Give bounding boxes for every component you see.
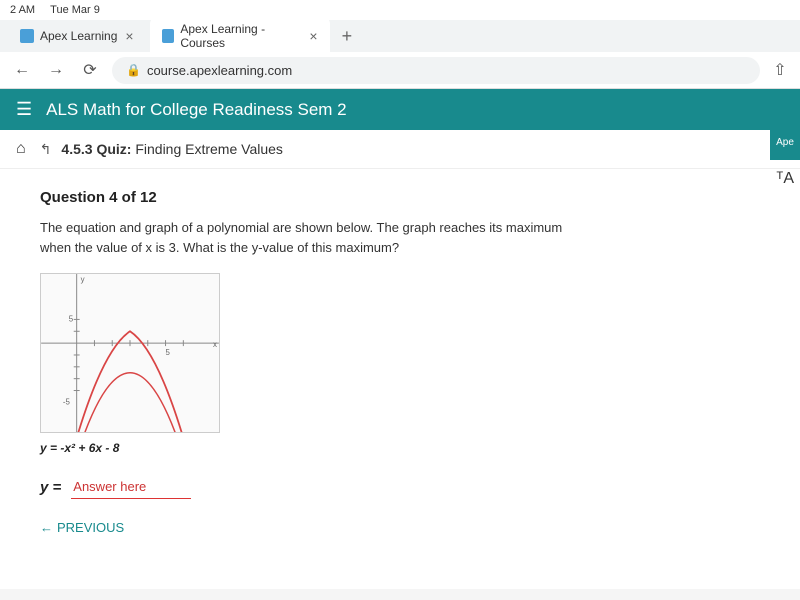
menu-icon[interactable]: ☰ (16, 99, 32, 120)
equation-text: y = -x² + 6x - 8 (40, 441, 760, 455)
svg-text:5: 5 (69, 314, 74, 323)
svg-text:y: y (81, 275, 85, 284)
address-row: ← → ⟳ 🔒 course.apexlearning.com ⇧ (0, 52, 800, 88)
address-bar[interactable]: 🔒 course.apexlearning.com (112, 57, 760, 84)
previous-label: PREVIOUS (57, 520, 124, 535)
tab-label: Apex Learning (40, 29, 117, 43)
status-time: 2 AM (10, 4, 35, 16)
quiz-header: ⌂ ↰ 4.5.3 Quiz: Finding Extreme Values (0, 130, 800, 169)
content-area: Question 4 of 12 The equation and graph … (0, 169, 800, 589)
forward-button[interactable]: → (44, 58, 68, 82)
quiz-section: 4.5.3 (61, 141, 92, 157)
home-icon[interactable]: ⌂ (16, 140, 26, 158)
chevron-left-icon: ← (40, 520, 53, 535)
status-bar: 2 AM Tue Mar 9 (0, 0, 800, 20)
polynomial-graph: 5 5 -5 x y (40, 273, 220, 433)
browser-chrome: Apex Learning × Apex Learning - Courses … (0, 20, 800, 89)
svg-text:-5: -5 (63, 397, 71, 406)
quiz-name: Finding Extreme Values (135, 141, 283, 157)
quiz-title: 4.5.3 Quiz: Finding Extreme Values (61, 141, 283, 157)
apex-label: Ape (776, 137, 794, 148)
parabola-curve (59, 373, 201, 432)
apex-side-tab[interactable]: Ape (770, 124, 800, 160)
svg-text:5: 5 (166, 348, 171, 357)
question-number: Question 4 of 12 (40, 189, 760, 206)
course-header: ☰ ALS Math for College Readiness Sem 2 (0, 89, 800, 130)
browser-actions: ⇧ (770, 60, 790, 80)
close-icon[interactable]: × (125, 28, 133, 44)
course-title: ALS Math for College Readiness Sem 2 (46, 100, 347, 120)
new-tab-button[interactable]: + (334, 26, 361, 47)
previous-button[interactable]: ← PREVIOUS (40, 520, 124, 535)
question-text: The equation and graph of a polynomial a… (40, 218, 580, 257)
answer-input[interactable] (71, 475, 191, 499)
answer-row: y = (40, 475, 760, 499)
parabola (77, 331, 184, 432)
url-text: course.apexlearning.com (147, 63, 292, 78)
tab-favicon (162, 29, 175, 43)
nav-arrow-icon[interactable]: ↰ (40, 141, 52, 158)
answer-label: y = (40, 479, 61, 496)
svg-text:x: x (213, 340, 217, 349)
tab-row: Apex Learning × Apex Learning - Courses … (0, 20, 800, 52)
translate-icon[interactable]: ᵀA (776, 170, 794, 188)
back-button[interactable]: ← (10, 58, 34, 82)
quiz-type: Quiz: (96, 141, 131, 157)
graph-svg: 5 5 -5 x y (41, 274, 219, 432)
lock-icon: 🔒 (126, 63, 141, 77)
reload-button[interactable]: ⟳ (78, 58, 102, 82)
status-date: Tue Mar 9 (50, 4, 100, 16)
tab-apex-learning[interactable]: Apex Learning × (8, 22, 146, 50)
tab-courses[interactable]: Apex Learning - Courses × (150, 16, 330, 56)
share-icon[interactable]: ⇧ (770, 60, 790, 80)
tab-favicon (20, 29, 34, 43)
close-icon[interactable]: × (309, 28, 317, 44)
tab-label: Apex Learning - Courses (180, 22, 301, 50)
